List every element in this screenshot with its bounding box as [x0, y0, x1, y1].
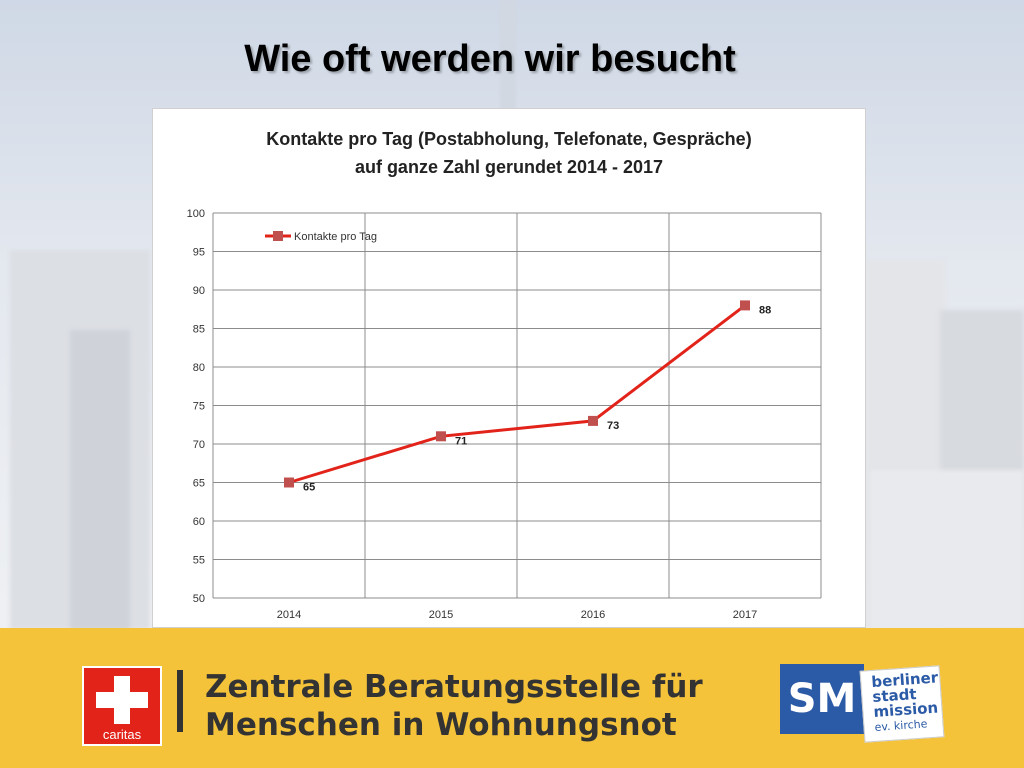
background-building	[870, 470, 1024, 630]
y-tick-label: 50	[193, 593, 205, 605]
y-tick-label: 95	[193, 247, 205, 259]
y-tick-label: 55	[193, 555, 205, 567]
data-point	[284, 477, 294, 488]
y-tick-label: 65	[193, 478, 205, 490]
caritas-cross-icon	[96, 676, 148, 724]
x-tick-label: 2017	[733, 609, 757, 621]
caritas-label: caritas	[102, 727, 142, 742]
legend-marker	[273, 231, 283, 241]
page-title: Wie oft werden wir besucht	[244, 38, 736, 80]
footer-line1: Zentrale Beratungsstelle für	[205, 669, 703, 705]
y-tick-label: 90	[193, 285, 205, 297]
data-label: 71	[455, 435, 467, 447]
series-line	[288, 304, 746, 484]
legend-label: Kontakte pro Tag	[294, 231, 377, 243]
x-tick-label: 2014	[277, 609, 301, 621]
footer-divider	[177, 670, 183, 732]
data-label: 88	[759, 304, 771, 316]
legend: Kontakte pro Tag	[265, 231, 377, 243]
chart-container: Kontakte pro Tag (Postabholung, Telefona…	[152, 108, 866, 628]
grid	[212, 212, 822, 599]
caritas-logo: caritas	[82, 666, 162, 746]
chart-title-line1: Kontakte pro Tag (Postabholung, Telefona…	[266, 129, 751, 149]
background-building	[70, 330, 130, 630]
footer-text: Zentrale Beratungsstelle für Menschen in…	[205, 668, 703, 744]
y-tick-label: 100	[187, 208, 205, 220]
background-tower	[500, 0, 516, 110]
chart-title-line2: auf ganze Zahl gerundet 2014 - 2017	[355, 157, 663, 177]
data-point	[436, 431, 446, 442]
y-tick-label: 75	[193, 401, 205, 413]
x-tick-label: 2016	[581, 609, 605, 621]
y-tick-label: 85	[193, 324, 205, 336]
line-chart: Kontakte pro Tag (Postabholung, Telefona…	[187, 129, 822, 621]
axes: 50 55 60 65 70 75 80 85 90 95 100 2014 2015 2016 2017	[187, 208, 758, 621]
data-point	[740, 300, 750, 311]
data-label: 65	[303, 482, 315, 494]
y-tick-label: 80	[193, 362, 205, 374]
footer-line2: Menschen in Wohnungsnot	[205, 707, 677, 743]
data-point	[588, 415, 598, 426]
y-tick-label: 70	[193, 439, 205, 451]
x-tick-label: 2015	[429, 609, 453, 621]
data-label: 73	[607, 420, 619, 432]
footer-banner: caritas Zentrale Beratungsstelle für Men…	[0, 628, 1024, 768]
sm-logo: SM	[780, 664, 864, 734]
series: 65 71 73 88	[284, 300, 771, 494]
y-tick-label: 60	[193, 516, 205, 528]
stadtmission-card: berliner stadt mission ev. kirche	[859, 665, 945, 743]
